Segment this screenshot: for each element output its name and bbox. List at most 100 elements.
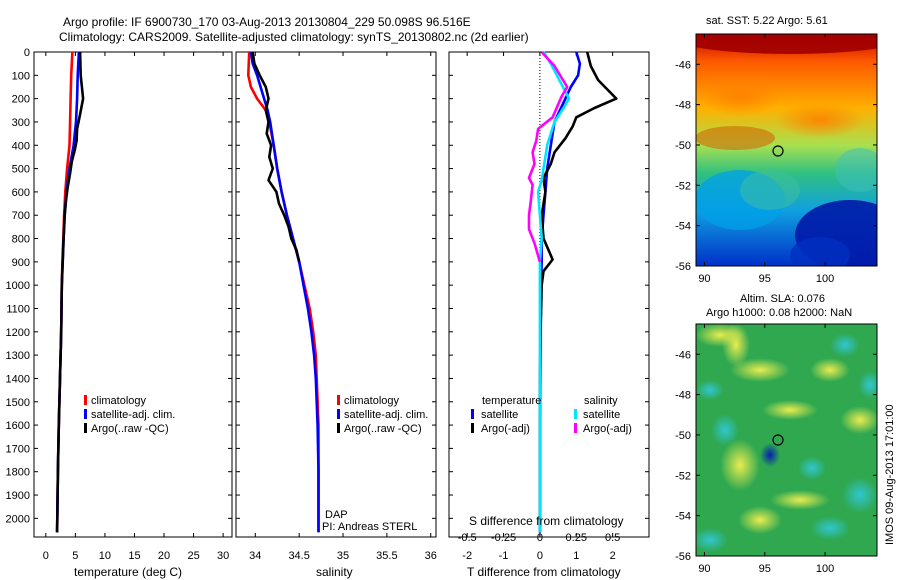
- sst-map-frame: [695, 33, 878, 267]
- depth-tick-label: 700: [12, 210, 30, 222]
- temperature-legend: climatology satellite-adj. clim. Argo(..…: [84, 395, 175, 435]
- legend-label-s-argo: Argo(-adj): [583, 423, 632, 435]
- x-tick-label: -1: [499, 550, 509, 562]
- x2-tick-label: -0.25: [491, 532, 516, 544]
- depth-tick-label: 1000: [6, 280, 30, 292]
- legend-swatch-s-satellite: [574, 409, 577, 419]
- salinity-annotation-dap: DAP: [325, 509, 348, 521]
- sst-map-title: sat. SST: 5.22 Argo: 5.61: [706, 15, 828, 27]
- map-y-tick-label: -56: [675, 551, 691, 563]
- depth-tick-label: 400: [12, 140, 30, 152]
- temperature-xlabel: temperature (deg C): [74, 565, 182, 579]
- x-tick-label: 25: [187, 550, 199, 562]
- x-tick-label: 1: [573, 550, 579, 562]
- x-tick-label: -2: [462, 550, 472, 562]
- difference-panel: -2 -1 0 1 2 -0.5 -0.25 0 0.25 0.5: [448, 51, 650, 562]
- sla-map: Altim. SLA: 0.076 Argo h1000: 0.08 h2000…: [675, 293, 878, 575]
- depth-tick-label: 200: [12, 94, 30, 106]
- depth-tick-label: 900: [12, 257, 30, 269]
- sla-map-field: [696, 324, 877, 556]
- sst-map-argo-marker: [772, 145, 784, 157]
- legend-label-climatology: climatology: [91, 395, 147, 407]
- depth-tick-label: 1700: [6, 443, 30, 455]
- depth-axis: 0 100 200 300 400 500 600 700 800 900 1000 1100 1200…: [6, 47, 30, 525]
- difference-legend: temperature satellite Argo(-adj) salinit…: [471, 395, 632, 435]
- salinity-legend: climatology satellite-adj. clim. Argo(..…: [337, 395, 428, 435]
- legend-swatch-t-satellite: [471, 409, 474, 419]
- difference-xlabel: T difference from climatology: [467, 565, 621, 579]
- map-y-tick-label: -54: [675, 221, 691, 233]
- legend-label-climatology: climatology: [344, 395, 400, 407]
- legend-swatch-climatology: [84, 395, 87, 405]
- figure-title-line2: Climatology: CARS2009. Satellite-adjuste…: [59, 30, 529, 44]
- x2-tick-label: 0: [537, 532, 543, 544]
- map-y-tick-label: -50: [675, 140, 691, 152]
- legend-label-argo: Argo(..raw -QC): [344, 423, 422, 435]
- map-y-tick-label: -48: [675, 100, 691, 112]
- x-tick-label: 2: [610, 550, 616, 562]
- legend-swatch-climatology: [337, 395, 340, 405]
- legend-header-salinity: salinity: [584, 395, 618, 407]
- x-tick-label: 34: [249, 550, 261, 562]
- depth-tick-label: 600: [12, 187, 30, 199]
- sla-map-title: Altim. SLA: 0.076: [740, 293, 825, 305]
- x-tick-label: 0: [43, 550, 49, 562]
- sst-map: sat. SST: 5.22 Argo: 5.61 90 95 100 -46 -48 -…: [675, 15, 878, 285]
- x-tick-label: 10: [99, 550, 111, 562]
- map-y-tick-label: -46: [675, 59, 691, 71]
- depth-tick-label: 1200: [6, 327, 30, 339]
- salinity-panel: 34 34.5 35 35.5 36: [235, 51, 437, 562]
- legend-swatch-argo: [84, 423, 87, 433]
- sla-map-frame: [695, 323, 878, 557]
- x-tick-label: 34.5: [288, 550, 309, 562]
- x-tick-label: 15: [128, 550, 140, 562]
- depth-tick-label: 1500: [6, 397, 30, 409]
- map-y-tick-label: -54: [675, 511, 691, 523]
- depth-tick-label: 1400: [6, 373, 30, 385]
- legend-swatch-argo: [337, 423, 340, 433]
- x-tick-label: 35.5: [376, 550, 397, 562]
- legend-label-argo: Argo(..raw -QC): [91, 423, 169, 435]
- legend-label-t-satellite: satellite: [481, 409, 518, 421]
- depth-tick-label: 500: [12, 164, 30, 176]
- depth-tick-label: 1100: [6, 303, 30, 315]
- map-y-tick-label: -52: [675, 470, 691, 482]
- x-tick-label: 20: [158, 550, 170, 562]
- temperature-panel: 0 5 10 15 20 25 30: [33, 51, 233, 562]
- x2-tick-label: 0.5: [605, 532, 620, 544]
- map-x-tick-label: 95: [759, 273, 771, 285]
- map-x-tick-label: 100: [816, 273, 834, 285]
- x2-tick-label: -0.5: [458, 532, 477, 544]
- legend-swatch-t-argo: [471, 423, 474, 433]
- footer-timestamp: IMOS 09-Aug-2013 17:01:00: [884, 404, 896, 545]
- depth-tick-label: 300: [12, 117, 30, 129]
- plot-frame: [33, 51, 233, 538]
- depth-tick-label: 1600: [6, 420, 30, 432]
- depth-tick-label: 2000: [6, 513, 30, 525]
- map-y-tick-label: -56: [675, 261, 691, 273]
- salinity-xlabel: salinity: [316, 565, 353, 579]
- depth-tick-label: 1800: [6, 467, 30, 479]
- depth-tick-label: 1900: [6, 490, 30, 502]
- legend-swatch-s-argo: [574, 423, 577, 433]
- sla-map-argo-marker: [772, 434, 784, 446]
- depth-tick-label: 1300: [6, 350, 30, 362]
- map-y-tick-label: -46: [675, 349, 691, 361]
- legend-header-temperature: temperature: [482, 395, 541, 407]
- x-tick-label: 5: [72, 550, 78, 562]
- x2-tick-label: 0.25: [566, 532, 587, 544]
- legend-swatch-satellite: [337, 409, 340, 419]
- figure-title-line1: Argo profile: IF 6900730_170 03-Aug-2013…: [63, 15, 471, 29]
- map-y-tick-label: -48: [675, 390, 691, 402]
- legend-label-t-argo: Argo(-adj): [481, 423, 530, 435]
- plot-frame: [235, 51, 437, 538]
- series-line-argo-adj-: [527, 51, 569, 263]
- depth-tick-label: 0: [24, 47, 30, 59]
- series-line-satellite: [536, 51, 571, 533]
- map-x-tick-label: 100: [816, 563, 834, 575]
- legend-label-satellite: satellite-adj. clim.: [344, 409, 428, 421]
- x-tick-label: 36: [425, 550, 437, 562]
- x-tick-label: 30: [217, 550, 229, 562]
- series-line-argo-raw-qc-: [251, 51, 301, 263]
